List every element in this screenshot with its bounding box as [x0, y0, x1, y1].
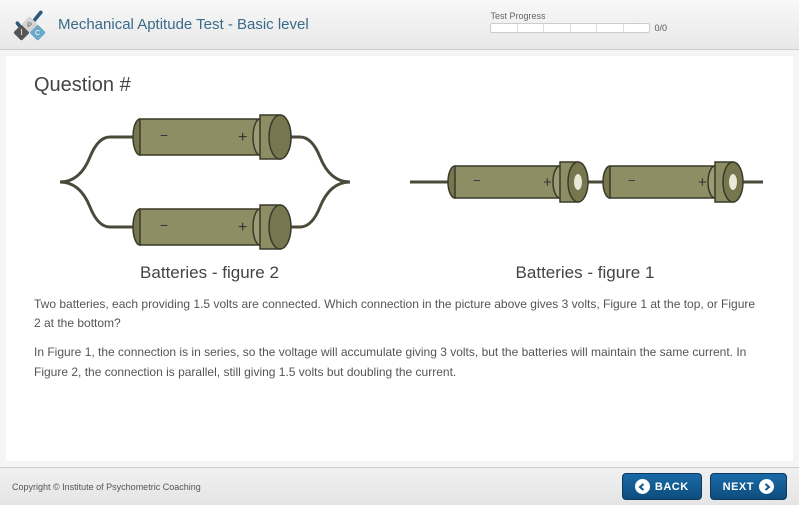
- svg-text:+: +: [543, 174, 552, 191]
- svg-text:P: P: [27, 20, 32, 29]
- progress-area: Test Progress 0/0: [490, 11, 667, 33]
- battery-parallel-icon: − + − +: [50, 107, 370, 257]
- svg-text:+: +: [238, 129, 247, 146]
- svg-text:−: −: [473, 173, 481, 188]
- svg-text:−: −: [160, 217, 168, 233]
- arrow-left-icon: [635, 479, 650, 494]
- question-text: Two batteries, each providing 1.5 volts …: [34, 295, 765, 382]
- nav-buttons: BACK NEXT: [622, 473, 787, 500]
- battery-series-icon: − + − +: [405, 107, 765, 257]
- svg-text:C: C: [35, 27, 40, 36]
- arrow-right-icon: [759, 479, 774, 494]
- progress-text: 0/0: [654, 23, 667, 33]
- figure-left: − + − + Batteries - figure 2: [34, 107, 385, 283]
- logo-icon: I C P: [12, 7, 48, 43]
- progress-bar: [490, 23, 650, 33]
- figure-right-caption: Batteries - figure 1: [405, 263, 765, 283]
- header-bar: I C P Mechanical Aptitude Test - Basic l…: [0, 0, 799, 50]
- question-heading: Question #: [34, 74, 765, 97]
- svg-text:+: +: [698, 174, 707, 191]
- figure-left-caption: Batteries - figure 2: [34, 263, 385, 283]
- page-title: Mechanical Aptitude Test - Basic level: [58, 16, 490, 33]
- svg-text:−: −: [628, 173, 636, 188]
- svg-text:+: +: [238, 219, 247, 236]
- figures-row: − + − + Batteries - figure 2: [34, 107, 765, 283]
- content-panel: Question # − + −: [6, 56, 793, 461]
- question-explanation: In Figure 1, the connection is in series…: [34, 343, 765, 381]
- next-label: NEXT: [723, 481, 754, 493]
- footer-bar: Copyright © Institute of Psychometric Co…: [0, 467, 799, 505]
- svg-text:−: −: [160, 127, 168, 143]
- back-button[interactable]: BACK: [622, 473, 702, 500]
- progress-label: Test Progress: [490, 11, 667, 21]
- back-label: BACK: [655, 481, 689, 493]
- question-prompt: Two batteries, each providing 1.5 volts …: [34, 295, 765, 333]
- figure-right: − + − + Batteries - figure 1: [405, 107, 765, 283]
- copyright-text: Copyright © Institute of Psychometric Co…: [12, 482, 201, 492]
- next-button[interactable]: NEXT: [710, 473, 787, 500]
- svg-text:I: I: [20, 27, 22, 36]
